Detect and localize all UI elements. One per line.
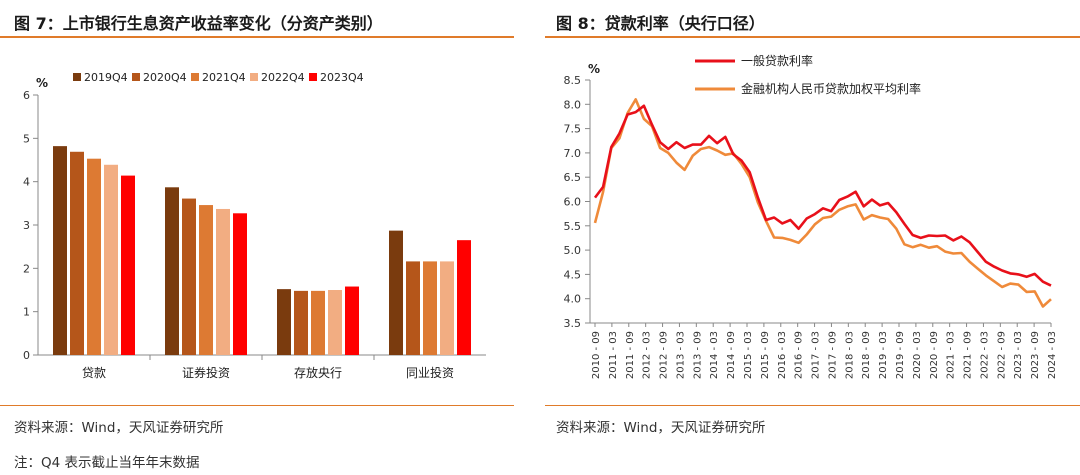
- bar: [294, 290, 308, 355]
- line-x-tick-label: 2013 - 03: [675, 331, 686, 379]
- line-x-tick-label: 2022 - 09: [996, 331, 1007, 379]
- bar: [277, 289, 291, 355]
- right-footer-rule: [545, 405, 1080, 406]
- line-y-tick-label: 3.5: [564, 317, 582, 330]
- line-x-tick-label: 2018 - 03: [844, 331, 855, 379]
- bar: [87, 158, 101, 355]
- line-x-tick-label: 2021 - 09: [963, 331, 974, 379]
- line-x-tick-label: 2017 - 09: [827, 331, 838, 379]
- right-source-text: 资料来源：Wind，天风证券研究所: [556, 420, 766, 436]
- line-y-tick-label: 4.5: [564, 268, 582, 281]
- bar-category-label: 证券投资: [182, 365, 230, 380]
- bar: [423, 261, 437, 355]
- bar: [121, 175, 135, 355]
- bar-category-label: 存放央行: [294, 365, 342, 380]
- bar-legend-label: 2023Q4: [320, 71, 364, 84]
- line-x-tick-label: 2013 - 09: [692, 331, 703, 379]
- bar-legend-swatch: [191, 73, 199, 81]
- line-x-tick-label: 2024 - 03: [1047, 331, 1058, 379]
- bar: [328, 290, 342, 355]
- bar-legend-swatch: [250, 73, 258, 81]
- line-y-tick-label: 8.0: [564, 98, 582, 111]
- line-y-tick-label: 8.5: [564, 74, 582, 87]
- bar: [216, 208, 230, 355]
- line-x-tick-label: 2011 - 09: [625, 331, 636, 379]
- line-x-tick-label: 2019 - 03: [878, 331, 889, 379]
- bar-y-tick-label: 0: [23, 349, 30, 362]
- bar-legend-swatch: [132, 73, 140, 81]
- bar: [199, 205, 213, 355]
- line-x-tick-label: 2019 - 09: [895, 331, 906, 379]
- bar-legend-swatch: [73, 73, 81, 81]
- bar: [406, 261, 420, 355]
- line-x-tick-label: 2020 - 09: [929, 331, 940, 379]
- line-x-tick-label: 2015 - 03: [743, 331, 754, 379]
- line-x-tick-label: 2023 - 03: [1013, 331, 1024, 379]
- bar-legend-swatch: [309, 73, 317, 81]
- line-chart: % 3.5 4.0 4.5 5.0 5.5 6.0 6.5 7.0 7.5 8.0 8.5 2010 -…: [564, 53, 1059, 379]
- right-title-rule: [545, 36, 1080, 38]
- bar-y-tick-label: 1: [23, 306, 30, 319]
- bar: [345, 286, 359, 355]
- bar-y-tick-label: 2: [23, 262, 30, 275]
- bar: [53, 146, 67, 355]
- line-x-tick-label: 2012 - 03: [642, 331, 653, 379]
- left-title-rule: [0, 36, 514, 38]
- line-x-tick-label: 2014 - 03: [709, 331, 720, 379]
- line-legend-label: 一般贷款利率: [741, 53, 813, 68]
- line-x-tick-label: 2011 - 03: [608, 331, 619, 379]
- bar: [440, 261, 454, 355]
- bar: [233, 213, 247, 355]
- bar-legend-label: 2019Q4: [84, 71, 128, 84]
- line-x-tick-label: 2018 - 09: [861, 331, 872, 379]
- line-y-tick-label: 6.5: [564, 171, 582, 184]
- line-x-tick-label: 2022 - 03: [979, 331, 990, 379]
- bar: [311, 290, 325, 355]
- series-line-weighted-avg-rate: [593, 98, 1052, 308]
- line-y-tick-label: 6.0: [564, 196, 582, 209]
- bar-legend-label: 2022Q4: [261, 71, 305, 84]
- line-y-tick-label: 5.0: [564, 244, 582, 257]
- bar-y-unit-label: %: [36, 76, 48, 90]
- bar-legend-label: 2020Q4: [143, 71, 187, 84]
- left-note-text: 注：Q4 表示截止当年年末数据: [14, 455, 200, 471]
- line-legend-label: 金融机构人民币贷款加权平均利率: [741, 81, 921, 96]
- line-x-tick-label: 2017 - 03: [811, 331, 822, 379]
- line-x-tick-label: 2015 - 09: [760, 331, 771, 379]
- left-source-text: 资料来源：Wind，天风证券研究所: [14, 420, 224, 436]
- bar-legend-label: 2021Q4: [202, 71, 246, 84]
- bar: [104, 164, 118, 355]
- bar-category-label: 贷款: [82, 366, 106, 380]
- line-x-tick-label: 2020 - 03: [912, 331, 923, 379]
- line-y-tick-label: 4.0: [564, 293, 582, 306]
- right-chart-title: 图 8：贷款利率（央行口径）: [556, 14, 765, 33]
- line-x-tick-label: 2016 - 09: [794, 331, 805, 379]
- bar: [70, 151, 84, 355]
- bar: [389, 230, 403, 355]
- bar-y-tick-label: 3: [23, 219, 30, 232]
- line-y-tick-label: 5.5: [564, 220, 582, 233]
- bar-y-tick-label: 4: [23, 176, 30, 189]
- line-x-tick-label: 2021 - 03: [946, 331, 957, 379]
- bar-category-label: 同业投资: [406, 365, 454, 380]
- bar: [182, 198, 196, 355]
- line-x-tick-label: 2014 - 09: [726, 331, 737, 379]
- line-y-tick-label: 7.5: [564, 123, 582, 136]
- line-x-tick-label: 2016 - 03: [777, 331, 788, 379]
- line-x-tick-label: 2012 - 09: [659, 331, 670, 379]
- bar-y-tick-label: 6: [23, 89, 30, 102]
- line-y-unit-label: %: [588, 62, 600, 76]
- bar: [165, 187, 179, 355]
- left-footer-rule: [0, 405, 514, 406]
- bar: [457, 240, 471, 355]
- bar-y-tick-label: 5: [23, 132, 30, 145]
- line-x-tick-label: 2023 - 09: [1030, 331, 1041, 379]
- left-chart-title: 图 7：上市银行生息资产收益率变化（分资产类别）: [14, 14, 383, 33]
- series-line-general-loan-rate: [593, 104, 1052, 287]
- line-y-tick-label: 7.0: [564, 147, 582, 160]
- bar-chart: % 0 1 2 3 4 5 6 2019Q4 2020Q4 2021Q4 2022Q4 2023Q4 贷款…: [23, 71, 486, 380]
- line-x-tick-label: 2010 - 09: [591, 331, 602, 379]
